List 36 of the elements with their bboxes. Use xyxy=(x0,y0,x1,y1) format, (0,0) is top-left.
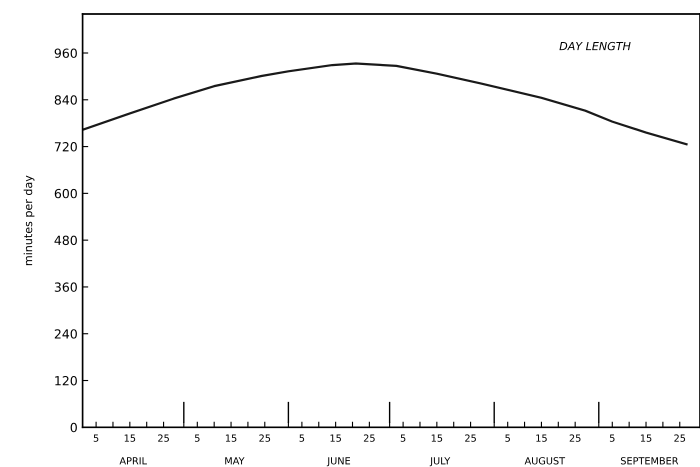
y-tick-label: 840 xyxy=(54,95,77,105)
line-series xyxy=(82,62,688,146)
y-tick-label: 960 xyxy=(54,48,77,58)
x-tick-label: 5 xyxy=(400,434,406,442)
x-tick-label: 25 xyxy=(158,434,169,442)
x-tick-label: 15 xyxy=(536,434,547,442)
x2-tick-label: APRIL xyxy=(120,457,147,464)
x-tick-label: 15 xyxy=(330,434,341,442)
x2-tick-label: SEPTEMBER xyxy=(620,457,678,464)
x-tick-label: 25 xyxy=(570,434,581,442)
y-tick-label: 480 xyxy=(54,236,77,246)
x-tick-label: 5 xyxy=(94,434,98,442)
x-tick-label: 25 xyxy=(674,434,686,442)
x-tick-label: 5 xyxy=(610,434,615,442)
x-tick-label: 15 xyxy=(226,434,236,442)
x-tick-label: 25 xyxy=(364,434,375,442)
x2-tick-label: MAY xyxy=(225,457,245,464)
y-axis-title: minutes per day xyxy=(24,176,34,266)
x-tick-label: 15 xyxy=(432,434,442,442)
x-tick-label: 5 xyxy=(300,434,304,442)
x2-tick-label: AUGUST xyxy=(524,457,566,464)
y-tick-label: 120 xyxy=(55,376,77,386)
y-tick-label: 360 xyxy=(54,282,77,292)
x2-tick-label: JUNE xyxy=(326,457,350,466)
y-tick-label: 600 xyxy=(54,188,77,198)
y-tick-label: 0 xyxy=(70,422,77,432)
x2-tick-label: JULY xyxy=(430,457,450,466)
text: DAY LENGTH xyxy=(559,42,631,50)
x-tick-label: 15 xyxy=(640,434,652,442)
x-tick-label: 5 xyxy=(505,434,510,442)
x-tick-label: 25 xyxy=(259,434,270,442)
x-tick-label: 15 xyxy=(124,434,136,442)
y-tick-label: 240 xyxy=(54,329,77,339)
x-tick-label: 5 xyxy=(194,434,200,442)
x-tick-label: 25 xyxy=(465,434,476,442)
y-tick-label: 720 xyxy=(54,142,77,152)
